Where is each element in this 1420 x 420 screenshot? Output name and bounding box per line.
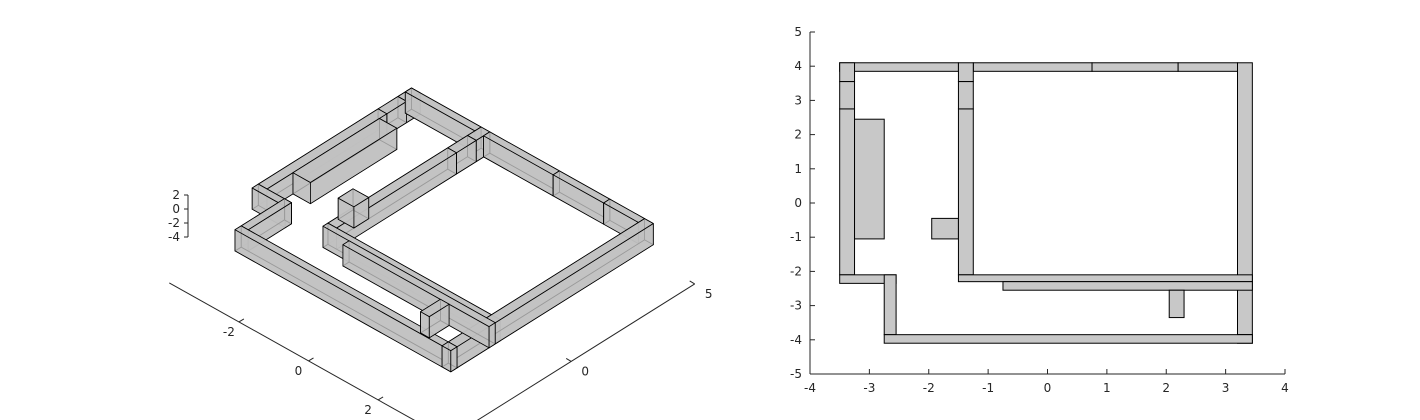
plan-block-left-drop	[883, 274, 897, 336]
wall-block-3d-stub	[337, 188, 370, 229]
plan-block-inner-wall-top	[957, 62, 974, 83]
z-tick-label-3d: -4	[168, 230, 180, 244]
plan-block-stub	[931, 217, 959, 240]
z-tick-label-3d: 0	[172, 202, 180, 216]
y-tick-mark-3d	[565, 357, 572, 362]
wall-block-3d-bench	[292, 118, 398, 205]
plan-block-top-wall-right	[1177, 62, 1238, 72]
block-top-face	[441, 341, 458, 352]
y-tick-label: 0	[794, 196, 802, 210]
y-axis-line-3d	[476, 283, 695, 420]
x-tick-label-3d: 2	[364, 403, 372, 417]
wall-block-3d-right-wall-lower	[441, 341, 458, 373]
x-tick-label-3d: -2	[223, 325, 235, 339]
rectangles-2d	[839, 62, 1253, 344]
plan-block-mid-wall-b	[1002, 281, 1253, 291]
y-tick-mark-3d	[689, 280, 695, 285]
x-tick-label: -2	[923, 381, 935, 395]
plan-block-left-wall-main	[839, 108, 856, 276]
x-tick-label: -3	[863, 381, 875, 395]
y-tick-label: 1	[794, 162, 802, 176]
plan-block-top-wall-left	[839, 62, 959, 72]
y-tick-label: -2	[790, 264, 802, 278]
y-tick-label: 5	[794, 25, 802, 39]
plan-block-left-wall-upper	[839, 81, 856, 110]
plan-block-bottom-wall	[883, 334, 1253, 344]
wall-block-3d-top-wall-window	[552, 170, 611, 225]
x-tick-label: 4	[1281, 381, 1289, 395]
block-end-face	[450, 346, 458, 373]
y-tick-label: 3	[794, 93, 802, 107]
x-tick-label: -4	[804, 381, 816, 395]
x-tick-label: -1	[982, 381, 994, 395]
x-tick-label: 2	[1162, 381, 1170, 395]
x-tick-label: 1	[1103, 381, 1111, 395]
z-tick-label-3d: 2	[172, 188, 180, 202]
z-tick-label-3d: -2	[168, 216, 180, 230]
x-axis-line-3d	[169, 282, 415, 420]
x-tick-label: 3	[1222, 381, 1230, 395]
y-tick-label: -1	[790, 230, 802, 244]
plan-block-inner-wall-upper	[957, 81, 974, 110]
x-tick-label-3d: 0	[295, 364, 303, 378]
plan-block-mid-wall-a	[957, 274, 1253, 283]
block-top-face	[292, 118, 398, 183]
x-tick-mark-3d	[308, 357, 314, 362]
y-tick-label: -4	[790, 333, 802, 347]
plan-block-top-wall-window	[1091, 62, 1179, 72]
y-tick-label-3d: 0	[581, 364, 589, 378]
wall-block-3d-top-wall-mid	[483, 131, 560, 197]
axes-3d: -2024-505-4-202	[168, 188, 713, 420]
plan-block-left-wall-top	[839, 62, 856, 83]
x-tick-mark-3d	[238, 318, 245, 323]
plan-block-top-wall-mid	[972, 62, 1093, 72]
plan-block-bench	[854, 118, 885, 240]
y-tick-label: -5	[790, 367, 802, 381]
plan-block-small-block	[1168, 289, 1185, 319]
walls-3d	[234, 87, 654, 373]
y-tick-label: 4	[794, 59, 802, 73]
wall-block-3d-small-block	[420, 298, 450, 339]
y-tick-label: 2	[794, 128, 802, 142]
plan-block-inner-wall-main	[957, 108, 974, 276]
block-top-face	[420, 298, 450, 318]
x-tick-mark-3d	[377, 396, 384, 401]
y-tick-label: -3	[790, 299, 802, 313]
panel-3d-view: -2024-505-4-202	[168, 87, 713, 420]
block-top-face	[337, 188, 370, 208]
wall-block-3d-right-wall	[447, 218, 654, 369]
x-tick-label: 0	[1044, 381, 1052, 395]
wall-block-3d-bottom-wall	[234, 225, 458, 373]
y-tick-label-3d: 5	[705, 287, 713, 301]
plan-block-right-wall	[1237, 62, 1253, 336]
